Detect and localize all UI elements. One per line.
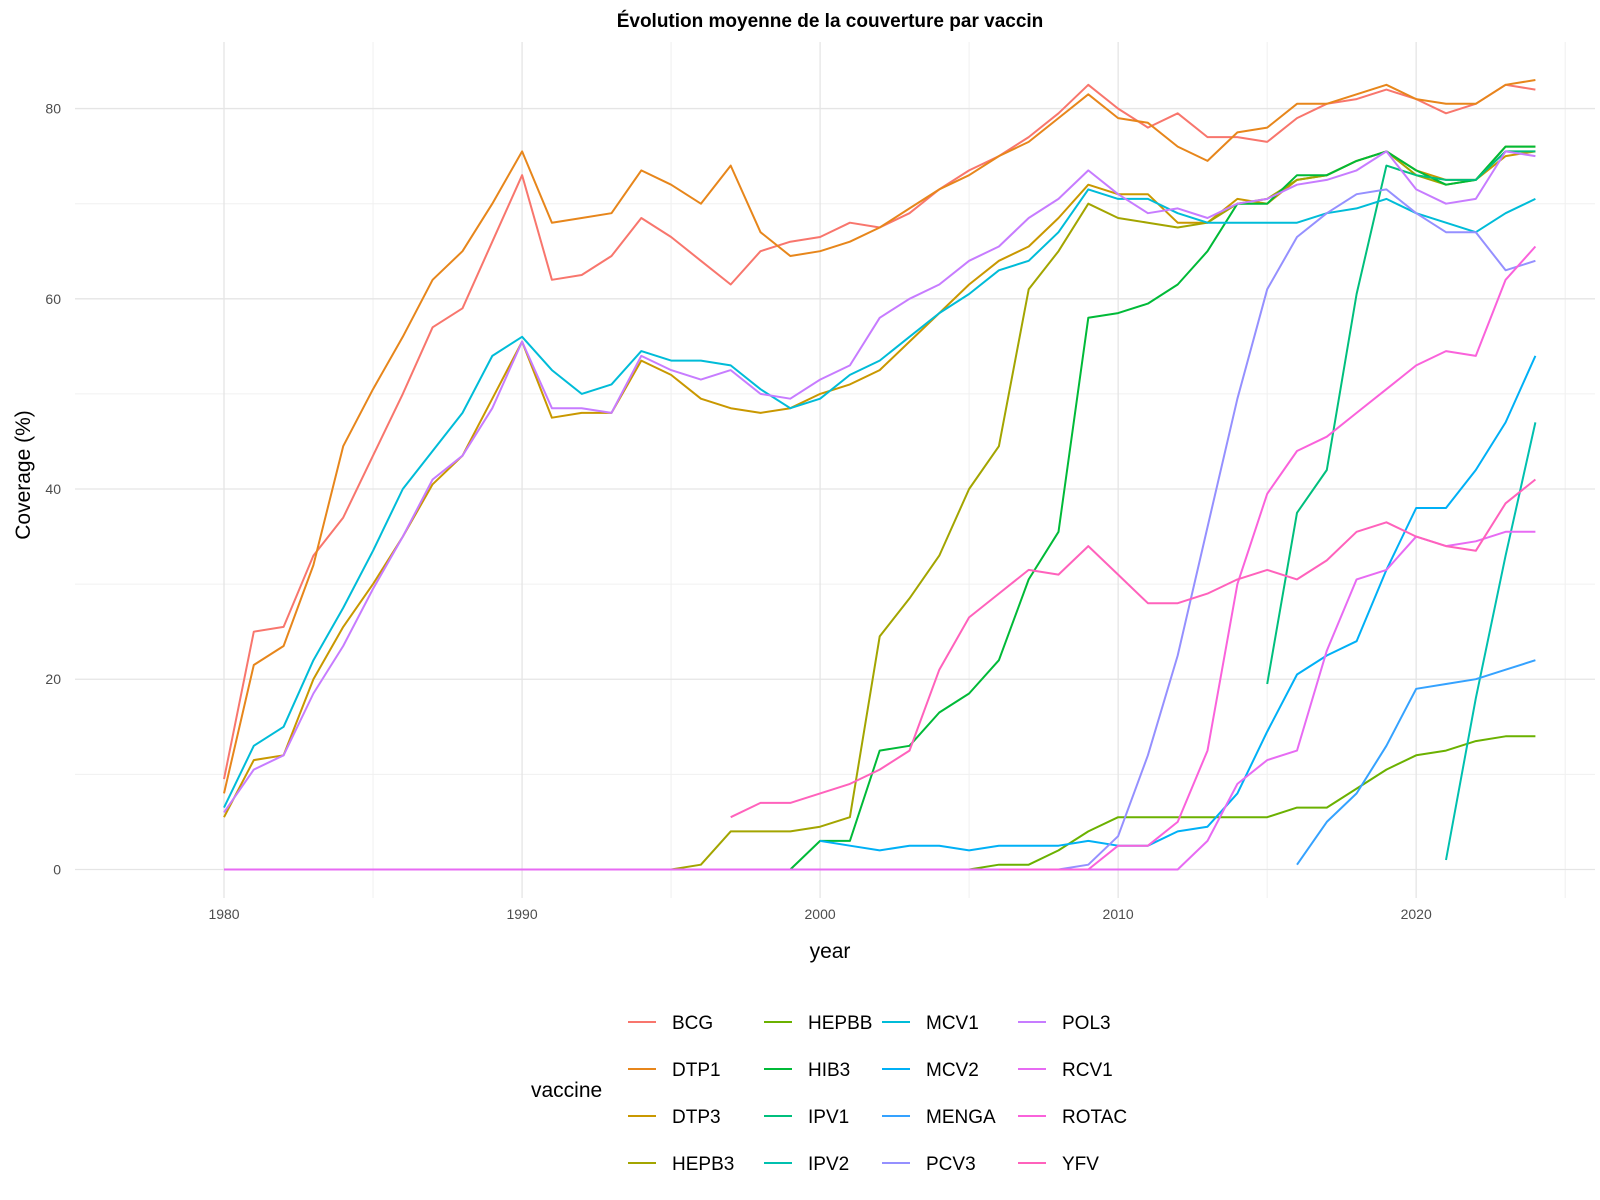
legend-label-ipv1: IPV1: [808, 1107, 849, 1128]
legend-label-bcg: BCG: [672, 1013, 713, 1034]
series-line-hepbb: [968, 735, 1536, 871]
legend-title: vaccine: [531, 1079, 602, 1102]
y-tick-label: 60: [45, 291, 61, 307]
x-axis-title: year: [810, 940, 851, 963]
legend-label-hepb3: HEPB3: [672, 1154, 734, 1175]
legend-label-ipv2: IPV2: [808, 1154, 849, 1175]
series-line-ipv2: [1445, 422, 1537, 861]
legend-label-rcv1: RCV1: [1062, 1060, 1113, 1081]
legend-label-dtp1: DTP1: [672, 1060, 721, 1081]
series-line-dtp1: [223, 79, 1536, 794]
axis-ticks: 1980 1990 2000 2010 2020 0 20 40 60 80: [45, 101, 1432, 922]
legend-label-mcv1: MCV1: [926, 1013, 979, 1034]
y-tick-label: 20: [45, 671, 61, 687]
series-line-rcv1: [224, 530, 1536, 871]
x-tick-label: 2020: [1401, 906, 1432, 922]
y-tick-label: 0: [53, 861, 61, 877]
y-axis-title: Coverage (%): [12, 410, 35, 540]
series-line-rotac: [998, 245, 1537, 871]
x-tick-label: 2000: [805, 906, 836, 922]
x-tick-label: 2010: [1103, 906, 1134, 922]
series-line-yfv: [730, 478, 1537, 819]
series-line-mcv1: [223, 188, 1536, 809]
series-line-mcv2: [819, 355, 1537, 852]
y-tick-label: 80: [45, 101, 61, 117]
x-tick-label: 1980: [208, 906, 239, 922]
y-tick-label: 40: [45, 481, 61, 497]
legend-label-hepbb: HEPBB: [808, 1013, 872, 1034]
series-line-hib3: [789, 145, 1536, 871]
series-line-pol3: [223, 150, 1536, 813]
legend-label-rotac: ROTAC: [1062, 1107, 1127, 1128]
series-lines: [223, 79, 1537, 871]
legend-label-pcv3: PCV3: [926, 1154, 976, 1175]
legend-label-dtp3: DTP3: [672, 1107, 721, 1128]
series-line-pcv3: [1058, 188, 1536, 871]
series-line-menga: [1296, 659, 1536, 866]
x-tick-label: 1990: [506, 906, 537, 922]
chart-title: Évolution moyenne de la couverture par v…: [617, 10, 1044, 32]
legend-label-yfv: YFV: [1062, 1154, 1099, 1175]
legend-label-hib3: HIB3: [808, 1060, 850, 1081]
legend: vaccine BCG DTP1 DTP3 HEPB3 HEPBB HIB3 IPV1 IPV…: [531, 1013, 1127, 1175]
legend-label-mcv2: MCV2: [926, 1060, 979, 1081]
legend-label-menga: MENGA: [926, 1107, 996, 1128]
legend-label-pol3: POL3: [1062, 1013, 1111, 1034]
